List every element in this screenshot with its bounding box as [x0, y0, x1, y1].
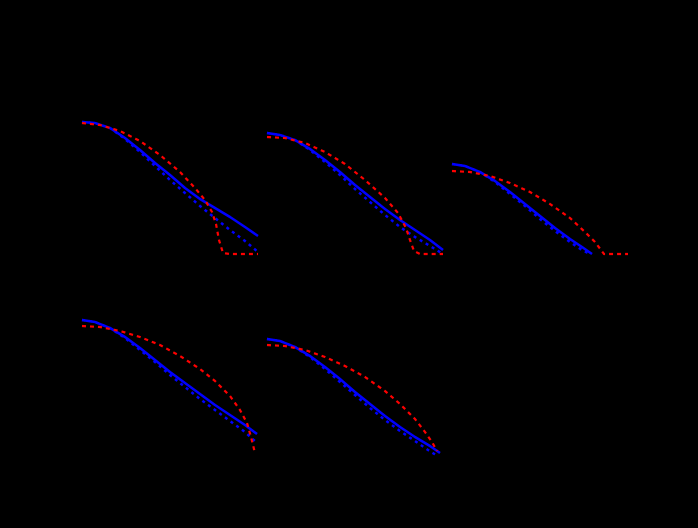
series-blue-dotted: [451, 162, 591, 256]
series-red-dashed: [266, 135, 443, 256]
subplot-5: [266, 337, 441, 457]
series-red-dashed: [451, 169, 628, 256]
subplot-2: [266, 131, 444, 256]
series-blue-dotted: [81, 120, 259, 253]
series-red-dashed: [81, 121, 258, 256]
subplot-1: [81, 120, 259, 256]
series-red-dashed: [266, 343, 438, 452]
subplot-4: [81, 318, 258, 454]
subplot-3: [451, 162, 628, 256]
series-blue-dotted: [266, 337, 437, 457]
series-blue-dotted: [81, 318, 258, 444]
series-blue-dotted: [266, 131, 444, 256]
